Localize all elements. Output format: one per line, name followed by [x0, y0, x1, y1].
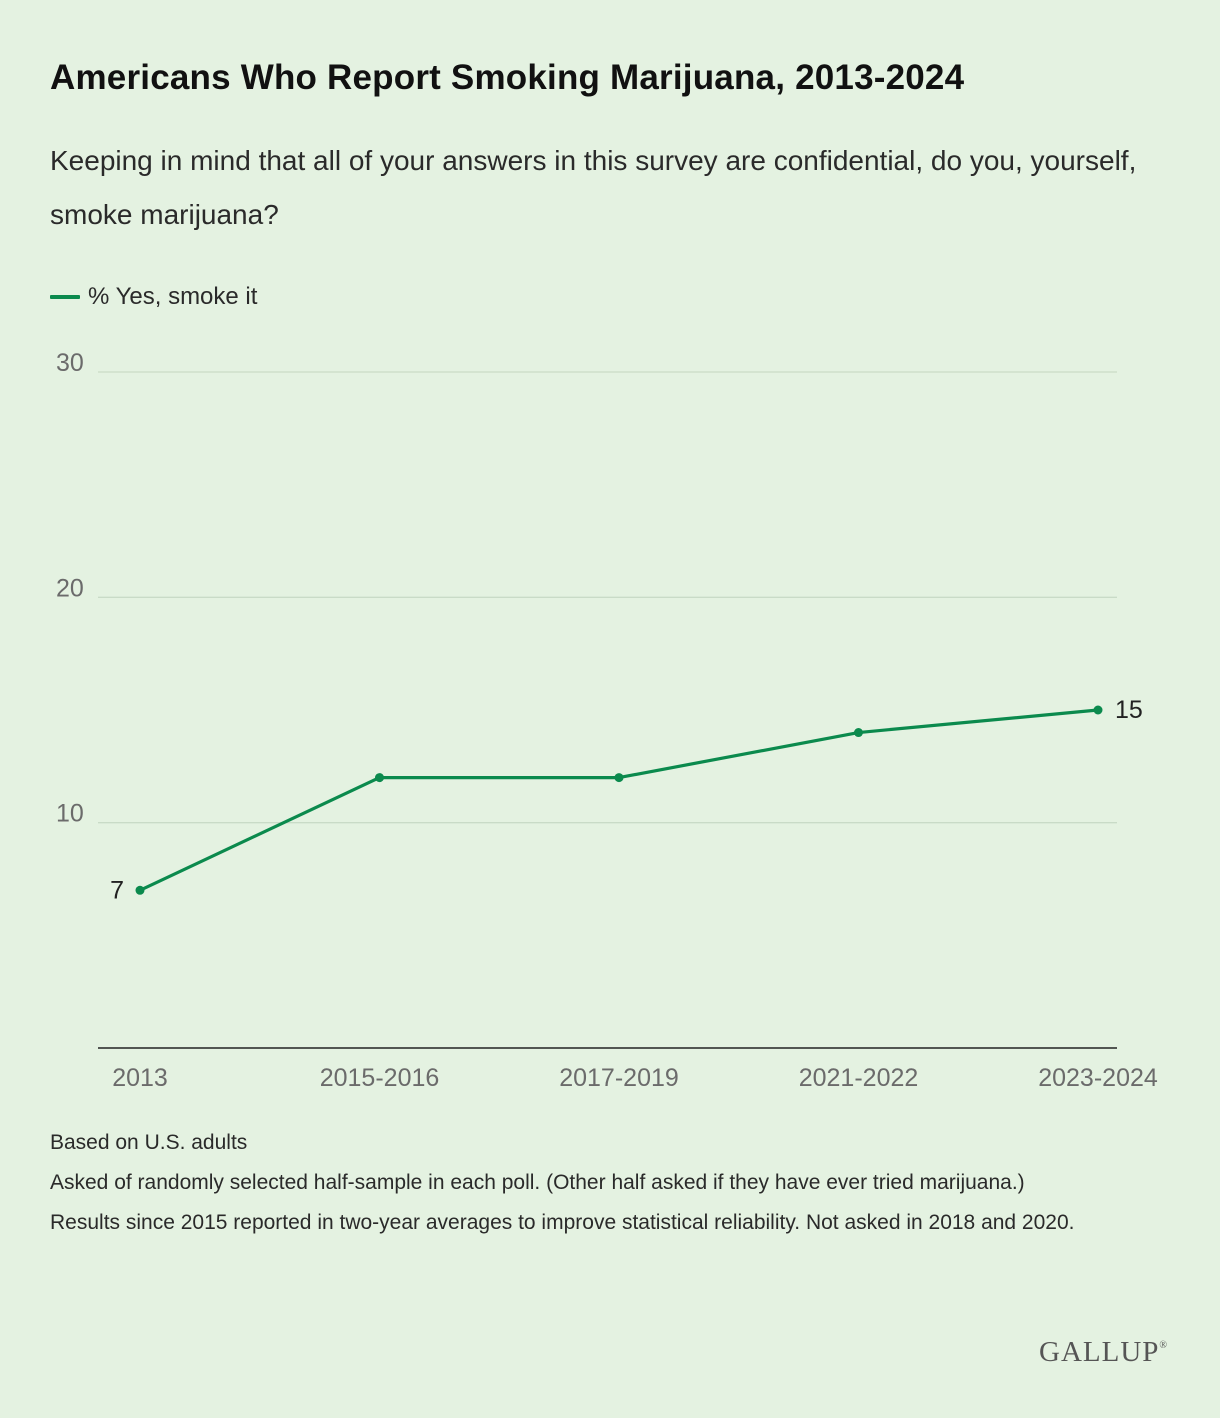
- series-line: [138, 708, 1100, 892]
- line-chart: 10 20 30 2013 2015-2016 2017-2019 2021-2022 202…: [56, 349, 1158, 1092]
- note-averages: Results since 2015 reported in two-year …: [50, 1211, 1075, 1234]
- x-tick-label-2023-2024: 2023-2024: [1038, 1064, 1158, 1092]
- gallup-logo: GALLUP®: [1039, 1336, 1168, 1368]
- data-label-2023-2024: 15: [1115, 696, 1143, 724]
- data-point-2013: [135, 885, 145, 895]
- legend-label: % Yes, smoke it: [88, 283, 258, 310]
- data-label-2013: 7: [110, 876, 124, 904]
- note-sample: Based on U.S. adults: [50, 1131, 248, 1154]
- legend: % Yes, smoke it: [50, 280, 257, 314]
- y-tick-label-30: 30: [56, 349, 84, 377]
- y-tick-label-10: 10: [56, 800, 84, 828]
- chart-notes: Based on U.S. adults Asked of randomly s…: [50, 1130, 1160, 1250]
- x-tick-label-2015-2016: 2015-2016: [320, 1064, 440, 1092]
- chart-title: Americans Who Report Smoking Marijuana, …: [50, 58, 965, 97]
- data-point-2021-2022: [854, 728, 863, 738]
- data-point-2023-2024: [1093, 705, 1103, 715]
- data-point-2017-2019: [614, 773, 624, 783]
- data-point-2015-2016: [375, 773, 384, 783]
- legend-line-swatch: [50, 295, 80, 299]
- y-tick-label-20: 20: [56, 574, 84, 602]
- x-tick-label-2017-2019: 2017-2019: [559, 1064, 679, 1092]
- note-half-sample: Asked of randomly selected half-sample i…: [50, 1171, 1025, 1194]
- chart-subtitle: Keeping in mind that all of your answers…: [50, 145, 1137, 230]
- x-tick-label-2021-2022: 2021-2022: [799, 1064, 919, 1092]
- x-tick-label-2013: 2013: [112, 1064, 168, 1092]
